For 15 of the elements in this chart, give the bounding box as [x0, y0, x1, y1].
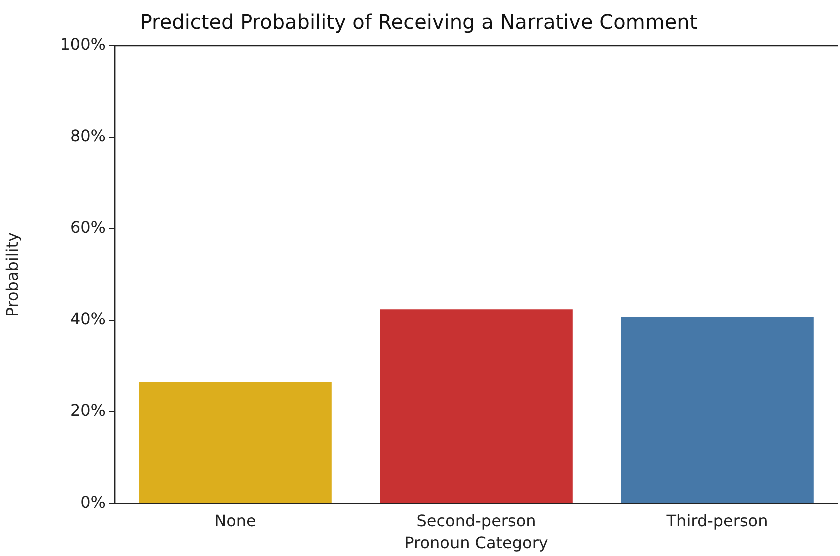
y-tick-label: 40%: [70, 310, 106, 329]
y-tick-label: 0%: [80, 492, 106, 512]
x-tick-label: Second-person: [416, 511, 536, 530]
chart-title: Predicted Probability of Receiving a Narrative Comment: [140, 10, 698, 34]
y-tick-label: 20%: [70, 401, 106, 420]
y-axis-title: Probability: [2, 232, 22, 318]
x-axis-title: Pronoun Category: [404, 534, 548, 553]
bar: [139, 382, 332, 504]
y-tick-label: 80%: [70, 126, 106, 146]
bar: [380, 310, 573, 504]
y-tick-label: 100%: [60, 35, 106, 54]
bar: [621, 317, 814, 504]
x-tick-label: None: [214, 511, 256, 530]
x-tick-label: Third-person: [666, 511, 768, 530]
y-tick-label: 60%: [70, 218, 106, 238]
